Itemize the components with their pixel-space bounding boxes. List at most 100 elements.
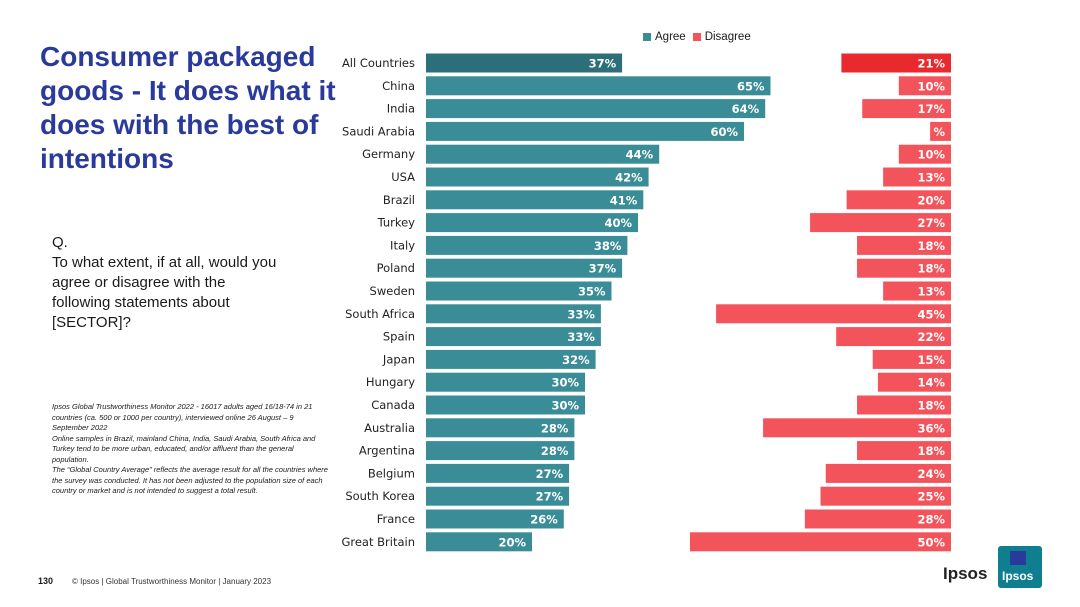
agree-value-label: 27% (536, 467, 564, 481)
logo-text: Ipsos (1002, 569, 1034, 583)
copyright-text: © Ipsos | Global Trustworthiness Monitor… (72, 577, 272, 586)
disagree-bar (872, 349, 951, 369)
disagree-bar (930, 121, 951, 141)
page-number: 130 (38, 576, 54, 586)
agree-bar (426, 509, 564, 529)
disagree-bar (898, 144, 951, 164)
disagree-value-label: 50% (917, 535, 945, 549)
legend-item-agree: Agree (643, 31, 686, 43)
agree-bar (426, 76, 771, 96)
agree-bar (426, 395, 585, 415)
category-label: France (377, 512, 415, 526)
agree-bar (426, 372, 585, 392)
agree-bar (426, 463, 570, 483)
disagree-value-label: 24% (917, 467, 945, 481)
disagree-value-label: 45% (917, 307, 945, 321)
disagree-value-label: 15% (917, 353, 945, 367)
agree-bar (426, 121, 744, 141)
agree-value-label: 27% (536, 490, 564, 504)
disagree-value-label: 28% (917, 513, 945, 527)
disagree-bar (716, 304, 951, 324)
category-label: India (387, 102, 415, 116)
category-label: Turkey (377, 216, 416, 230)
disagree-bar (857, 258, 951, 278)
category-label: Spain (383, 330, 415, 344)
category-label: Italy (390, 238, 415, 252)
agree-bar (426, 327, 601, 347)
category-label: Saudi Arabia (342, 124, 415, 138)
disagree-bar (763, 418, 951, 438)
category-label: Argentina (359, 444, 415, 458)
legend-label-disagree: Disagree (704, 31, 751, 43)
disagree-value-label: 18% (917, 399, 945, 413)
question-text: To what extent, if at all, would you agr… (52, 254, 277, 331)
legend-swatch-agree (643, 33, 651, 41)
disagree-value-label: 22% (917, 330, 945, 344)
footnote-line: The “Global Country Average” reflects th… (52, 465, 328, 495)
agree-value-label: 20% (498, 535, 526, 549)
disagree-value-label: 10% (917, 148, 945, 162)
agree-value-label: 42% (615, 171, 643, 185)
disagree-value-label: 14% (917, 376, 945, 390)
disagree-value-label: 13% (917, 285, 945, 299)
category-label: South Korea (345, 489, 415, 503)
agree-value-label: 32% (562, 353, 590, 367)
category-label: Great Britain (341, 535, 415, 549)
category-label: China (382, 79, 415, 93)
disagree-bar (857, 441, 951, 461)
disagree-value-label: 21% (917, 57, 945, 71)
category-label: Sweden (370, 284, 415, 298)
category-label: Canada (371, 398, 415, 412)
disagree-value-label: 27% (917, 216, 945, 230)
agree-value-label: 60% (710, 125, 738, 139)
page-title: Consumer packaged goods - It does what i… (40, 41, 336, 174)
agree-bar (426, 349, 596, 369)
logo-mark (1010, 551, 1026, 565)
agree-value-label: 35% (578, 285, 606, 299)
disagree-value-label: 25% (917, 490, 945, 504)
disagree-bar (883, 167, 951, 187)
agree-bar (426, 532, 532, 552)
disagree-bar (857, 395, 951, 415)
agree-value-label: 64% (732, 102, 760, 116)
legend-label-agree: Agree (655, 31, 686, 43)
question-block: Q. To what extent, if at all, would you … (52, 233, 282, 333)
disagree-bar (841, 53, 951, 73)
disagree-value-label: % (933, 125, 945, 139)
disagree-bar (857, 235, 951, 255)
legend-swatch-disagree (692, 33, 701, 41)
footnote-line: Ipsos Global Trustworthiness Monitor 202… (52, 402, 313, 432)
chart-legend: Agree Disagree (643, 31, 758, 43)
ipsos-logo: Ipsos (998, 546, 1042, 588)
question-label: Q. (52, 234, 68, 251)
agree-bar (426, 281, 612, 301)
agree-bar (426, 99, 766, 119)
brand-wordmark: Ipsos (943, 564, 988, 583)
disagree-value-label: 18% (917, 262, 945, 276)
disagree-bar (877, 372, 951, 392)
category-label: All Countries (342, 56, 415, 70)
disagree-value-label: 18% (917, 444, 945, 458)
disagree-value-label: 20% (917, 193, 945, 207)
agree-bar (426, 304, 601, 324)
agree-value-label: 30% (551, 376, 579, 390)
agree-value-label: 37% (589, 57, 617, 71)
disagree-value-label: 18% (917, 239, 945, 253)
category-label: Germany (362, 147, 415, 161)
agree-value-label: 26% (530, 513, 558, 527)
footnote: Ipsos Global Trustworthiness Monitor 202… (52, 402, 332, 497)
category-label: USA (391, 170, 415, 184)
disagree-bar (690, 532, 951, 552)
agree-value-label: 38% (594, 239, 622, 253)
disagree-bar (820, 486, 951, 506)
disagree-bar (883, 281, 951, 301)
disagree-value-label: 13% (917, 171, 945, 185)
agree-bar (426, 190, 644, 210)
agree-value-label: 37% (589, 262, 617, 276)
disagree-bar (898, 76, 951, 96)
disagree-bar (836, 327, 951, 347)
disagree-value-label: 10% (917, 79, 945, 93)
agree-bar (426, 441, 575, 461)
disagree-bar (862, 99, 951, 119)
